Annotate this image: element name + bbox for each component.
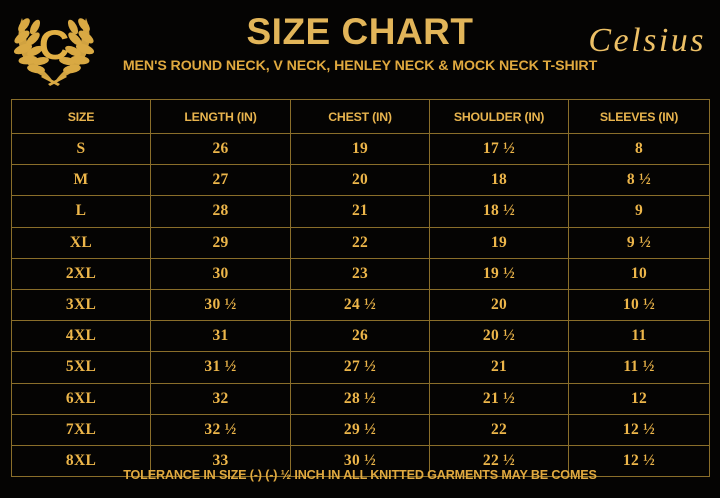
cell-size: 4XL	[11, 320, 151, 353]
cell-length: 32 ½	[150, 413, 291, 446]
cell-chest: 19	[290, 132, 430, 166]
cell-shoulder: 19	[429, 226, 569, 259]
cell-shoulder: 20 ½	[429, 320, 569, 353]
table-row: 5XL 31 ½ 27 ½ 21 11 ½	[11, 351, 710, 384]
cell-sleeves: 10 ½	[568, 288, 710, 322]
chart-header: C SIZE CHART MEN'S ROUND NECK, V NECK, H…	[0, 0, 720, 95]
cell-shoulder: 18 ½	[429, 195, 569, 228]
cell-size: 6XL	[11, 382, 151, 415]
cell-sleeves: 12 ½	[568, 444, 710, 478]
cell-length: 31	[150, 320, 291, 353]
table-row: 8XL 33 30 ½ 22 ½ 12 ½	[11, 444, 710, 478]
cell-size: XL	[11, 226, 151, 259]
table-row: 7XL 32 ½ 29 ½ 22 12 ½	[11, 413, 710, 446]
cell-length: 29	[150, 226, 291, 259]
cell-size: M	[11, 164, 151, 197]
column-header-length: LENGTH (IN)	[150, 99, 291, 134]
cell-shoulder: 20	[429, 288, 569, 322]
cell-length: 30 ½	[150, 288, 291, 322]
cell-shoulder: 18	[429, 164, 569, 197]
cell-length: 26	[150, 132, 291, 166]
title-block: SIZE CHART MEN'S ROUND NECK, V NECK, HEN…	[0, 0, 720, 74]
cell-size: 3XL	[11, 288, 151, 322]
laurel-wreath-c-logo-icon: C	[8, 6, 100, 90]
cell-chest: 20	[290, 164, 430, 197]
cell-shoulder: 17 ½	[429, 132, 569, 166]
cell-chest: 24 ½	[290, 288, 430, 322]
table-row: 2XL 30 23 19 ½ 10	[11, 257, 710, 290]
page-subtitle: MEN'S ROUND NECK, V NECK, HENLEY NECK & …	[122, 57, 598, 74]
cell-size: 8XL	[11, 444, 151, 478]
cell-chest: 21	[290, 195, 430, 228]
cell-chest: 30 ½	[290, 444, 430, 478]
svg-text:C: C	[39, 21, 69, 68]
cell-length: 30	[150, 257, 291, 290]
cell-chest: 26	[290, 320, 430, 353]
column-header-sleeves: SLEEVES (IN)	[568, 99, 710, 134]
column-header-size: SIZE	[11, 99, 151, 134]
cell-chest: 27 ½	[290, 351, 430, 384]
cell-chest: 28 ½	[290, 382, 430, 415]
cell-sleeves: 9	[568, 195, 710, 228]
cell-sleeves: 11	[568, 320, 710, 353]
cell-shoulder: 22 ½	[429, 444, 569, 478]
cell-shoulder: 22	[429, 413, 569, 446]
table-header-row: SIZE LENGTH (IN) CHEST (IN) SHOULDER (IN…	[11, 99, 710, 134]
cell-sleeves: 12 ½	[568, 413, 710, 446]
table-row: XL 29 22 19 9 ½	[11, 226, 710, 259]
size-chart-table: SIZE LENGTH (IN) CHEST (IN) SHOULDER (IN…	[11, 99, 710, 478]
cell-size: 7XL	[11, 413, 151, 446]
cell-length: 27	[150, 164, 291, 197]
cell-size: 2XL	[11, 257, 151, 290]
column-header-chest: CHEST (IN)	[290, 99, 430, 134]
cell-chest: 29 ½	[290, 413, 430, 446]
cell-shoulder: 21	[429, 351, 569, 384]
tolerance-note: TOLERANCE IN SIZE (-) (-) ½ INCH IN ALL …	[123, 468, 597, 482]
cell-length: 31 ½	[150, 351, 291, 384]
cell-chest: 23	[290, 257, 430, 290]
table-row: M 27 20 18 8 ½	[11, 164, 710, 197]
table-row: 4XL 31 26 20 ½ 11	[11, 320, 710, 353]
cell-sleeves: 8	[568, 132, 710, 166]
cell-sleeves: 8 ½	[568, 164, 710, 197]
cell-chest: 22	[290, 226, 430, 259]
page-title: SIZE CHART	[246, 11, 474, 52]
cell-length: 28	[150, 195, 291, 228]
cell-sleeves: 12	[568, 382, 710, 415]
cell-sleeves: 11 ½	[568, 351, 710, 384]
table-row: 6XL 32 28 ½ 21 ½ 12	[11, 382, 710, 415]
cell-size: S	[11, 132, 151, 166]
cell-sleeves: 9 ½	[568, 226, 710, 259]
brand-name: Celsius	[588, 22, 706, 59]
cell-length: 32	[150, 382, 291, 415]
cell-sleeves: 10	[568, 257, 710, 290]
table-row: 3XL 30 ½ 24 ½ 20 10 ½	[11, 288, 710, 322]
cell-size: L	[11, 195, 151, 228]
cell-length: 33	[150, 444, 291, 478]
cell-shoulder: 21 ½	[429, 382, 569, 415]
column-header-shoulder: SHOULDER (IN)	[429, 99, 569, 134]
cell-size: 5XL	[11, 351, 151, 384]
cell-shoulder: 19 ½	[429, 257, 569, 290]
